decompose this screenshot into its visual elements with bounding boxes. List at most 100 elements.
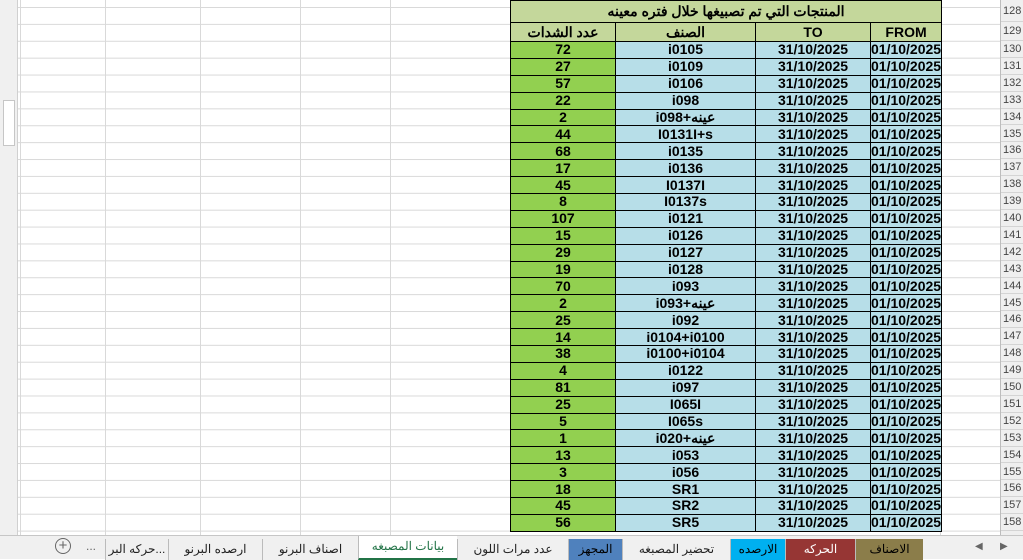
cell-item[interactable]: i092	[615, 311, 756, 330]
sheet-tab[interactable]: المجهز	[568, 539, 622, 560]
cell-item[interactable]: I065s	[615, 412, 756, 431]
cell-to[interactable]: 31/10/2025	[755, 345, 871, 363]
cell-count[interactable]: 44	[510, 125, 616, 144]
cell-count[interactable]: 56	[510, 513, 616, 532]
cell-item[interactable]: I0137s	[615, 193, 756, 211]
cell-count[interactable]: 13	[510, 446, 616, 465]
cell-count[interactable]: 4	[510, 361, 616, 380]
cell-item[interactable]: i0105	[615, 41, 756, 59]
cell-from[interactable]: 01/10/2025	[869, 209, 943, 228]
cell-from[interactable]: 01/10/2025	[869, 361, 943, 380]
sheet-tab[interactable]: تحضير المصبغه	[622, 539, 730, 560]
cell-from[interactable]: 01/10/2025	[869, 226, 943, 245]
cell-from[interactable]: 01/10/2025	[869, 328, 943, 347]
sheet-tab[interactable]: حركه البر...	[105, 539, 168, 560]
cell-to[interactable]: 31/10/2025	[755, 513, 871, 532]
cell-to[interactable]: 31/10/2025	[755, 311, 871, 330]
cell-count[interactable]: 25	[510, 395, 616, 414]
cell-from[interactable]: 01/10/2025	[869, 294, 943, 313]
tab-scroll-right-icon[interactable]: ▶	[1000, 541, 1008, 552]
cell-to[interactable]: 31/10/2025	[755, 463, 871, 482]
cell-from[interactable]: 01/10/2025	[869, 480, 943, 499]
row-number[interactable]: 158	[1001, 514, 1023, 532]
cell-item[interactable]: i020+عينه	[615, 429, 756, 448]
cell-to[interactable]: 31/10/2025	[755, 41, 871, 59]
cell-count[interactable]: 68	[510, 142, 616, 161]
table-title[interactable]: المنتجات التي تم تصبيغها خلال فتره معينه	[509, 0, 943, 23]
cell-count[interactable]: 15	[510, 226, 616, 245]
cell-item[interactable]: i053	[615, 446, 756, 465]
cell-count[interactable]: 45	[510, 176, 616, 195]
cell-count[interactable]: 19	[510, 260, 616, 279]
row-number[interactable]: 153	[1001, 430, 1023, 447]
cell-from[interactable]: 01/10/2025	[869, 193, 943, 211]
cell-from[interactable]: 01/10/2025	[869, 176, 943, 195]
sheet-tab[interactable]: ارصده البرنو	[168, 539, 262, 560]
tab-scroll-left-icon[interactable]: ◀	[975, 541, 983, 552]
cell-to[interactable]: 31/10/2025	[755, 125, 871, 144]
cell-to[interactable]: 31/10/2025	[755, 378, 871, 397]
cell-count[interactable]: 107	[510, 209, 616, 228]
cell-item[interactable]: SR2	[615, 497, 756, 515]
cell-item[interactable]: i0121	[615, 209, 756, 228]
row-number[interactable]: 157	[1001, 497, 1023, 515]
vertical-scrollbar[interactable]	[0, 0, 18, 535]
cell-count[interactable]: 2	[510, 108, 616, 127]
cell-to[interactable]: 31/10/2025	[755, 176, 871, 195]
row-number[interactable]: 129	[1001, 22, 1023, 41]
row-number[interactable]: 138	[1001, 176, 1023, 194]
row-number[interactable]: 147	[1001, 328, 1023, 346]
more-tabs-button[interactable]: ...	[86, 539, 97, 553]
cell-count[interactable]: 70	[510, 277, 616, 296]
cell-from[interactable]: 01/10/2025	[869, 497, 943, 515]
cell-to[interactable]: 31/10/2025	[755, 142, 871, 161]
row-number[interactable]: 144	[1001, 278, 1023, 295]
row-number[interactable]: 134	[1001, 109, 1023, 126]
row-number[interactable]: 133	[1001, 92, 1023, 109]
cell-to[interactable]: 31/10/2025	[755, 57, 871, 76]
cell-item[interactable]: i093+عينه	[615, 294, 756, 313]
scrollbar-thumb[interactable]	[3, 100, 15, 146]
cell-from[interactable]: 01/10/2025	[869, 446, 943, 465]
row-number[interactable]: 146	[1001, 311, 1023, 329]
cell-from[interactable]: 01/10/2025	[869, 395, 943, 414]
header-count[interactable]: عدد الشدات	[510, 22, 616, 42]
row-number[interactable]: 150	[1001, 379, 1023, 396]
cell-count[interactable]: 27	[510, 57, 616, 76]
row-number[interactable]: 149	[1001, 362, 1023, 379]
row-number[interactable]: 140	[1001, 210, 1023, 227]
sheet-tab[interactable]: الارصده	[730, 539, 785, 560]
cell-to[interactable]: 31/10/2025	[755, 277, 871, 296]
row-number[interactable]: 130	[1001, 41, 1023, 58]
cell-count[interactable]: 3	[510, 463, 616, 482]
row-number[interactable]: 156	[1001, 480, 1023, 498]
cell-from[interactable]: 01/10/2025	[869, 277, 943, 296]
header-item[interactable]: الصنف	[615, 22, 756, 42]
cell-from[interactable]: 01/10/2025	[869, 159, 943, 178]
cell-count[interactable]: 45	[510, 497, 616, 515]
cell-to[interactable]: 31/10/2025	[755, 294, 871, 313]
cell-to[interactable]: 31/10/2025	[755, 412, 871, 431]
sheet-tab[interactable]: عدد مرات اللون	[457, 539, 568, 560]
cell-from[interactable]: 01/10/2025	[869, 429, 943, 448]
cell-to[interactable]: 31/10/2025	[755, 209, 871, 228]
cell-to[interactable]: 31/10/2025	[755, 243, 871, 262]
row-number[interactable]: 155	[1001, 464, 1023, 481]
cell-item[interactable]: I0137I	[615, 176, 756, 195]
cell-from[interactable]: 01/10/2025	[869, 260, 943, 279]
cell-item[interactable]: i0104+i0100	[615, 328, 756, 347]
cell-from[interactable]: 01/10/2025	[869, 74, 943, 93]
row-number[interactable]: 152	[1001, 413, 1023, 430]
cell-item[interactable]: I0131I+s	[615, 125, 756, 144]
cell-item[interactable]: i098	[615, 91, 756, 110]
cell-from[interactable]: 01/10/2025	[869, 463, 943, 482]
header-to[interactable]: TO	[755, 22, 871, 42]
cell-to[interactable]: 31/10/2025	[755, 395, 871, 414]
row-number[interactable]: 136	[1001, 142, 1023, 160]
cell-to[interactable]: 31/10/2025	[755, 226, 871, 245]
cell-count[interactable]: 18	[510, 480, 616, 499]
cell-count[interactable]: 5	[510, 412, 616, 431]
row-number[interactable]: 154	[1001, 447, 1023, 464]
cell-from[interactable]: 01/10/2025	[869, 412, 943, 431]
cell-to[interactable]: 31/10/2025	[755, 497, 871, 515]
